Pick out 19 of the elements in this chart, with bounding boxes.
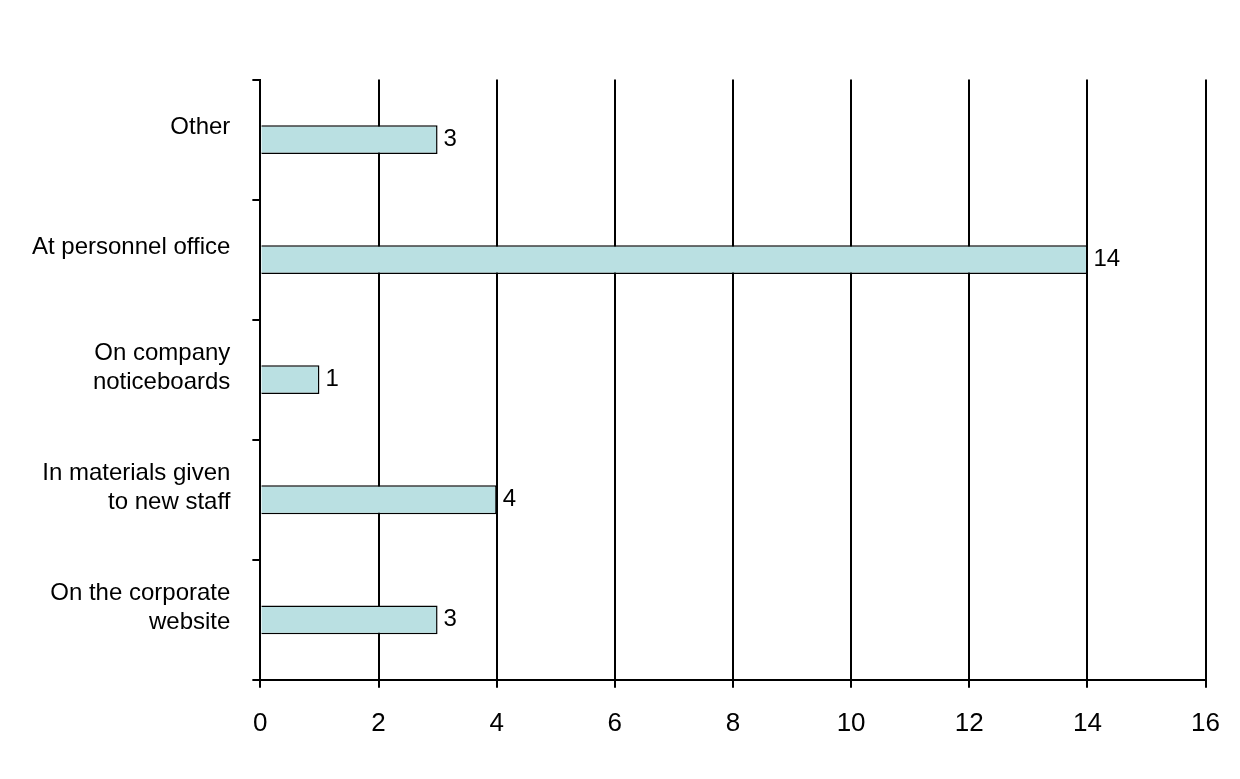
data-label: 4 bbox=[502, 484, 517, 512]
x-tick-label: 14 bbox=[1072, 706, 1102, 737]
y-tick-label: In materials given to new staff bbox=[42, 457, 231, 514]
y-tick-label: Other bbox=[170, 112, 231, 140]
x-tick-label: 8 bbox=[725, 706, 741, 737]
x-tick-label: 2 bbox=[371, 706, 386, 737]
x-tick-label: 12 bbox=[954, 706, 984, 737]
x-tick-label: 10 bbox=[836, 706, 866, 737]
data-label: 3 bbox=[443, 604, 457, 632]
y-tick-label: At personnel office bbox=[31, 232, 231, 260]
data-label: 3 bbox=[443, 124, 457, 152]
x-tick-label: 4 bbox=[489, 706, 504, 737]
y-tick-label: On company noticeboards bbox=[92, 337, 231, 394]
data-label: 1 bbox=[325, 364, 339, 392]
data-label: 14 bbox=[1093, 244, 1121, 272]
x-tick-label: 0 bbox=[253, 706, 268, 737]
x-tick-label: 6 bbox=[607, 706, 623, 737]
x-tick-label: 16 bbox=[1191, 706, 1220, 737]
y-tick-label: On the corporate website bbox=[50, 578, 231, 634]
